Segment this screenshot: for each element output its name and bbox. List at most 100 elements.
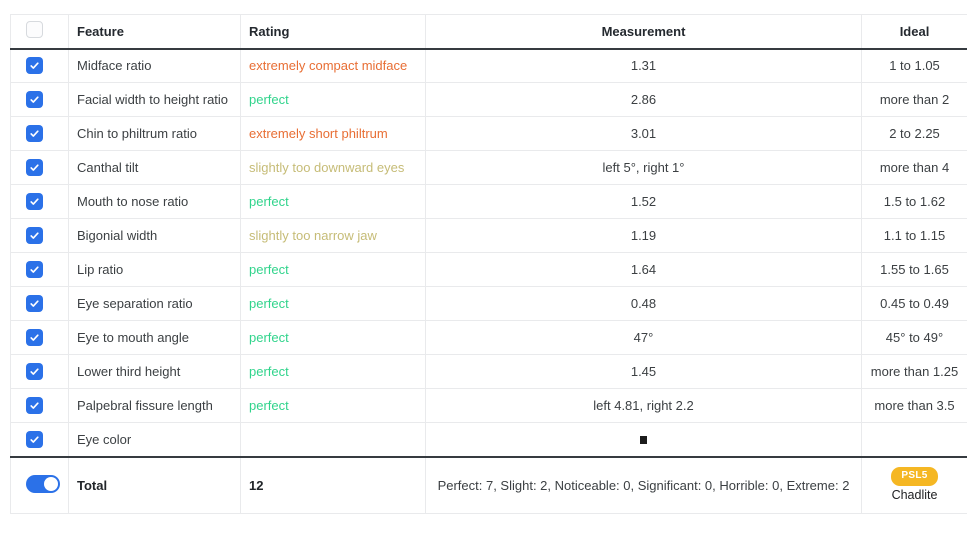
check-icon [29,434,40,445]
rating-cell: perfect [241,253,426,287]
features-table-container: Feature Rating Measurement Ideal Midface… [10,14,967,514]
select-all-checkbox[interactable] [26,21,43,38]
row-checkbox[interactable] [26,159,43,176]
row-checkbox[interactable] [26,431,43,448]
feature-cell: Lower third height [69,355,241,389]
measurement-cell: 1.31 [426,49,862,83]
rating-cell [241,423,426,457]
rating-cell: perfect [241,321,426,355]
rating-cell: extremely compact midface [241,49,426,83]
measurement-cell: 1.19 [426,219,862,253]
row-checkbox[interactable] [26,193,43,210]
column-header-feature: Feature [69,15,241,49]
table-row: Eye color [11,423,967,457]
column-header-rating: Rating [241,15,426,49]
row-checkbox[interactable] [26,227,43,244]
feature-cell: Lip ratio [69,253,241,287]
check-icon [29,196,40,207]
row-checkbox[interactable] [26,295,43,312]
feature-cell: Eye separation ratio [69,287,241,321]
measurement-cell: 1.52 [426,185,862,219]
total-summary: Perfect: 7, Slight: 2, Noticeable: 0, Si… [426,457,862,514]
check-icon [29,366,40,377]
column-header-ideal: Ideal [862,15,967,49]
table-row: Eye separation ratio perfect 0.48 0.45 t… [11,287,967,321]
feature-cell: Eye color [69,423,241,457]
total-row: Total 12 Perfect: 7, Slight: 2, Noticeab… [11,457,967,514]
measurement-cell: left 5°, right 1° [426,151,862,185]
row-checkbox[interactable] [26,329,43,346]
result-label: Chadlite [892,488,938,504]
table-row: Bigonial width slightly too narrow jaw 1… [11,219,967,253]
column-header-measurement: Measurement [426,15,862,49]
row-checkbox[interactable] [26,125,43,142]
feature-cell: Bigonial width [69,219,241,253]
facial-features-table: Feature Rating Measurement Ideal Midface… [10,14,967,514]
table-row: Palpebral fissure length perfect left 4.… [11,389,967,423]
ideal-cell: more than 4 [862,151,967,185]
row-checkbox[interactable] [26,261,43,278]
check-icon [29,332,40,343]
feature-cell: Eye to mouth angle [69,321,241,355]
psl-badge: PSL5 [891,467,937,486]
table-row: Facial width to height ratio perfect 2.8… [11,83,967,117]
ideal-cell: 0.45 to 0.49 [862,287,967,321]
ideal-cell: 2 to 2.25 [862,117,967,151]
table-row: Lip ratio perfect 1.64 1.55 to 1.65 [11,253,967,287]
ideal-cell: 1.1 to 1.15 [862,219,967,253]
measurement-cell: 1.45 [426,355,862,389]
rating-cell: perfect [241,185,426,219]
ideal-cell: more than 3.5 [862,389,967,423]
eye-color-swatch [640,436,647,444]
check-icon [29,298,40,309]
total-toggle[interactable] [26,475,60,493]
measurement-cell [426,423,862,457]
table-row: Mouth to nose ratio perfect 1.52 1.5 to … [11,185,967,219]
rating-cell: perfect [241,355,426,389]
total-label: Total [69,457,241,514]
rating-cell: slightly too narrow jaw [241,219,426,253]
measurement-cell: 47° [426,321,862,355]
feature-cell: Canthal tilt [69,151,241,185]
ideal-cell: 45° to 49° [862,321,967,355]
ideal-cell [862,423,967,457]
table-row: Lower third height perfect 1.45 more tha… [11,355,967,389]
ideal-cell: 1.5 to 1.62 [862,185,967,219]
check-icon [29,60,40,71]
toggle-knob [44,477,58,491]
measurement-cell: 3.01 [426,117,862,151]
rating-cell: extremely short philtrum [241,117,426,151]
check-icon [29,128,40,139]
feature-cell: Midface ratio [69,49,241,83]
ideal-cell: 1 to 1.05 [862,49,967,83]
ideal-cell: 1.55 to 1.65 [862,253,967,287]
measurement-cell: 1.64 [426,253,862,287]
rating-cell: perfect [241,287,426,321]
row-checkbox[interactable] [26,397,43,414]
feature-cell: Palpebral fissure length [69,389,241,423]
feature-cell: Facial width to height ratio [69,83,241,117]
measurement-cell: 2.86 [426,83,862,117]
measurement-cell: left 4.81, right 2.2 [426,389,862,423]
row-checkbox[interactable] [26,57,43,74]
check-icon [29,400,40,411]
check-icon [29,162,40,173]
check-icon [29,230,40,241]
table-row: Midface ratio extremely compact midface … [11,49,967,83]
ideal-cell: more than 1.25 [862,355,967,389]
feature-cell: Chin to philtrum ratio [69,117,241,151]
rating-cell: perfect [241,389,426,423]
total-count: 12 [241,457,426,514]
check-icon [29,94,40,105]
header-row: Feature Rating Measurement Ideal [11,15,967,49]
ideal-cell: more than 2 [862,83,967,117]
result-cell: PSL5 Chadlite [862,457,967,514]
table-row: Canthal tilt slightly too downward eyes … [11,151,967,185]
row-checkbox[interactable] [26,363,43,380]
table-row: Eye to mouth angle perfect 47° 45° to 49… [11,321,967,355]
row-checkbox[interactable] [26,91,43,108]
table-row: Chin to philtrum ratio extremely short p… [11,117,967,151]
rating-cell: perfect [241,83,426,117]
check-icon [29,264,40,275]
rating-cell: slightly too downward eyes [241,151,426,185]
